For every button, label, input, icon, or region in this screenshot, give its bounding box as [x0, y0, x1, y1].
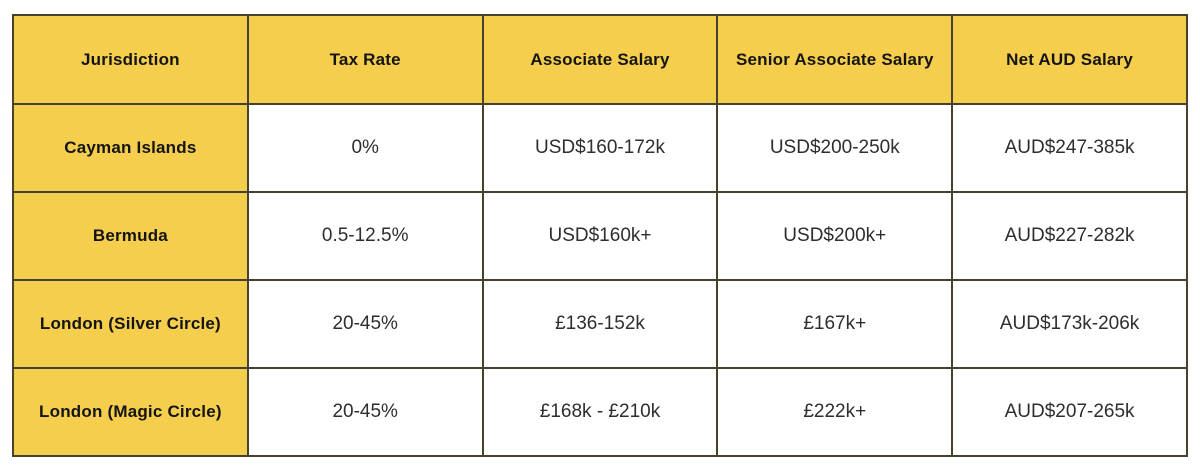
row-header-jurisdiction: Cayman Islands [12, 103, 249, 193]
table-row-london-silver-circle: London (Silver Circle) 20-45% £136-152k … [12, 279, 1188, 369]
column-header-net-aud-salary: Net AUD Salary [951, 14, 1188, 105]
cell-net-aud-salary: AUD$227-282k [951, 191, 1188, 281]
table-body: Cayman Islands 0% USD$160-172k USD$200-2… [12, 103, 1188, 457]
row-header-jurisdiction: London (Magic Circle) [12, 367, 249, 457]
cell-tax-rate: 0% [246, 103, 484, 193]
row-header-jurisdiction: London (Silver Circle) [12, 279, 249, 369]
cell-senior-associate-salary: USD$200k+ [716, 191, 954, 281]
cell-associate-salary: £168k - £210k [481, 367, 719, 457]
cell-tax-rate: 20-45% [246, 367, 484, 457]
table-row-london-magic-circle: London (Magic Circle) 20-45% £168k - £21… [12, 367, 1188, 457]
table-row-bermuda: Bermuda 0.5-12.5% USD$160k+ USD$200k+ AU… [12, 191, 1188, 281]
salary-comparison-table: Jurisdiction Tax Rate Associate Salary S… [12, 14, 1188, 457]
cell-associate-salary: USD$160-172k [481, 103, 719, 193]
jurisdiction-salary-table: Jurisdiction Tax Rate Associate Salary S… [12, 14, 1188, 457]
cell-net-aud-salary: AUD$247-385k [951, 103, 1188, 193]
cell-associate-salary: £136-152k [481, 279, 719, 369]
cell-net-aud-salary: AUD$207-265k [951, 367, 1188, 457]
row-header-jurisdiction: Bermuda [12, 191, 249, 281]
cell-senior-associate-salary: £222k+ [716, 367, 954, 457]
cell-tax-rate: 0.5-12.5% [246, 191, 484, 281]
column-header-jurisdiction: Jurisdiction [12, 14, 249, 105]
column-header-associate-salary: Associate Salary [481, 14, 719, 105]
cell-associate-salary: USD$160k+ [481, 191, 719, 281]
column-header-senior-associate-salary: Senior Associate Salary [716, 14, 954, 105]
column-header-tax-rate: Tax Rate [246, 14, 484, 105]
cell-net-aud-salary: AUD$173k-206k [951, 279, 1188, 369]
cell-senior-associate-salary: USD$200-250k [716, 103, 954, 193]
table-row-cayman-islands: Cayman Islands 0% USD$160-172k USD$200-2… [12, 103, 1188, 193]
cell-tax-rate: 20-45% [246, 279, 484, 369]
table-header: Jurisdiction Tax Rate Associate Salary S… [12, 14, 1188, 105]
cell-senior-associate-salary: £167k+ [716, 279, 954, 369]
header-row: Jurisdiction Tax Rate Associate Salary S… [12, 14, 1188, 105]
